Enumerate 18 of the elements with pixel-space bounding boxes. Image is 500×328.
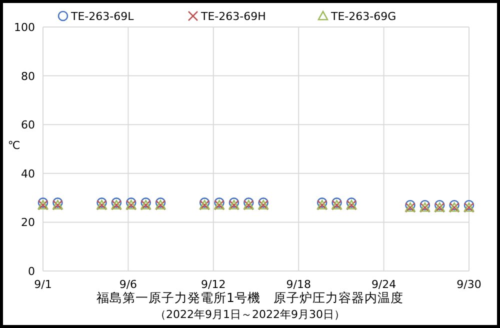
y-tick-label: 80 — [21, 70, 35, 83]
y-tick-label: 0 — [28, 265, 35, 278]
x-tick-label: 9/1 — [34, 278, 52, 291]
x-tick-label: 9/6 — [119, 278, 138, 291]
x-tick-label: 9/30 — [456, 278, 482, 291]
legend-label: TE-263-69G — [330, 10, 396, 23]
text: （2022年9月1日～2022年9月30日） — [155, 308, 345, 321]
x-tick-label: 9/24 — [371, 278, 396, 291]
x-tick-label: 9/12 — [201, 278, 226, 291]
y-tick-label: 20 — [21, 216, 35, 230]
y-tick-label: 100 — [14, 21, 35, 34]
text: 福島第一原子力発電所1号機 原子炉圧力容器内温度 — [96, 290, 404, 305]
y-tick-label: 40 — [21, 167, 35, 180]
legend-label: TE-263-69L — [70, 10, 135, 23]
legend-label: TE-263-69H — [200, 10, 266, 23]
y-axis-title: ℃ — [8, 139, 20, 152]
y-tick-label: 60 — [21, 118, 35, 132]
x-tick-label: 9/18 — [286, 278, 311, 291]
